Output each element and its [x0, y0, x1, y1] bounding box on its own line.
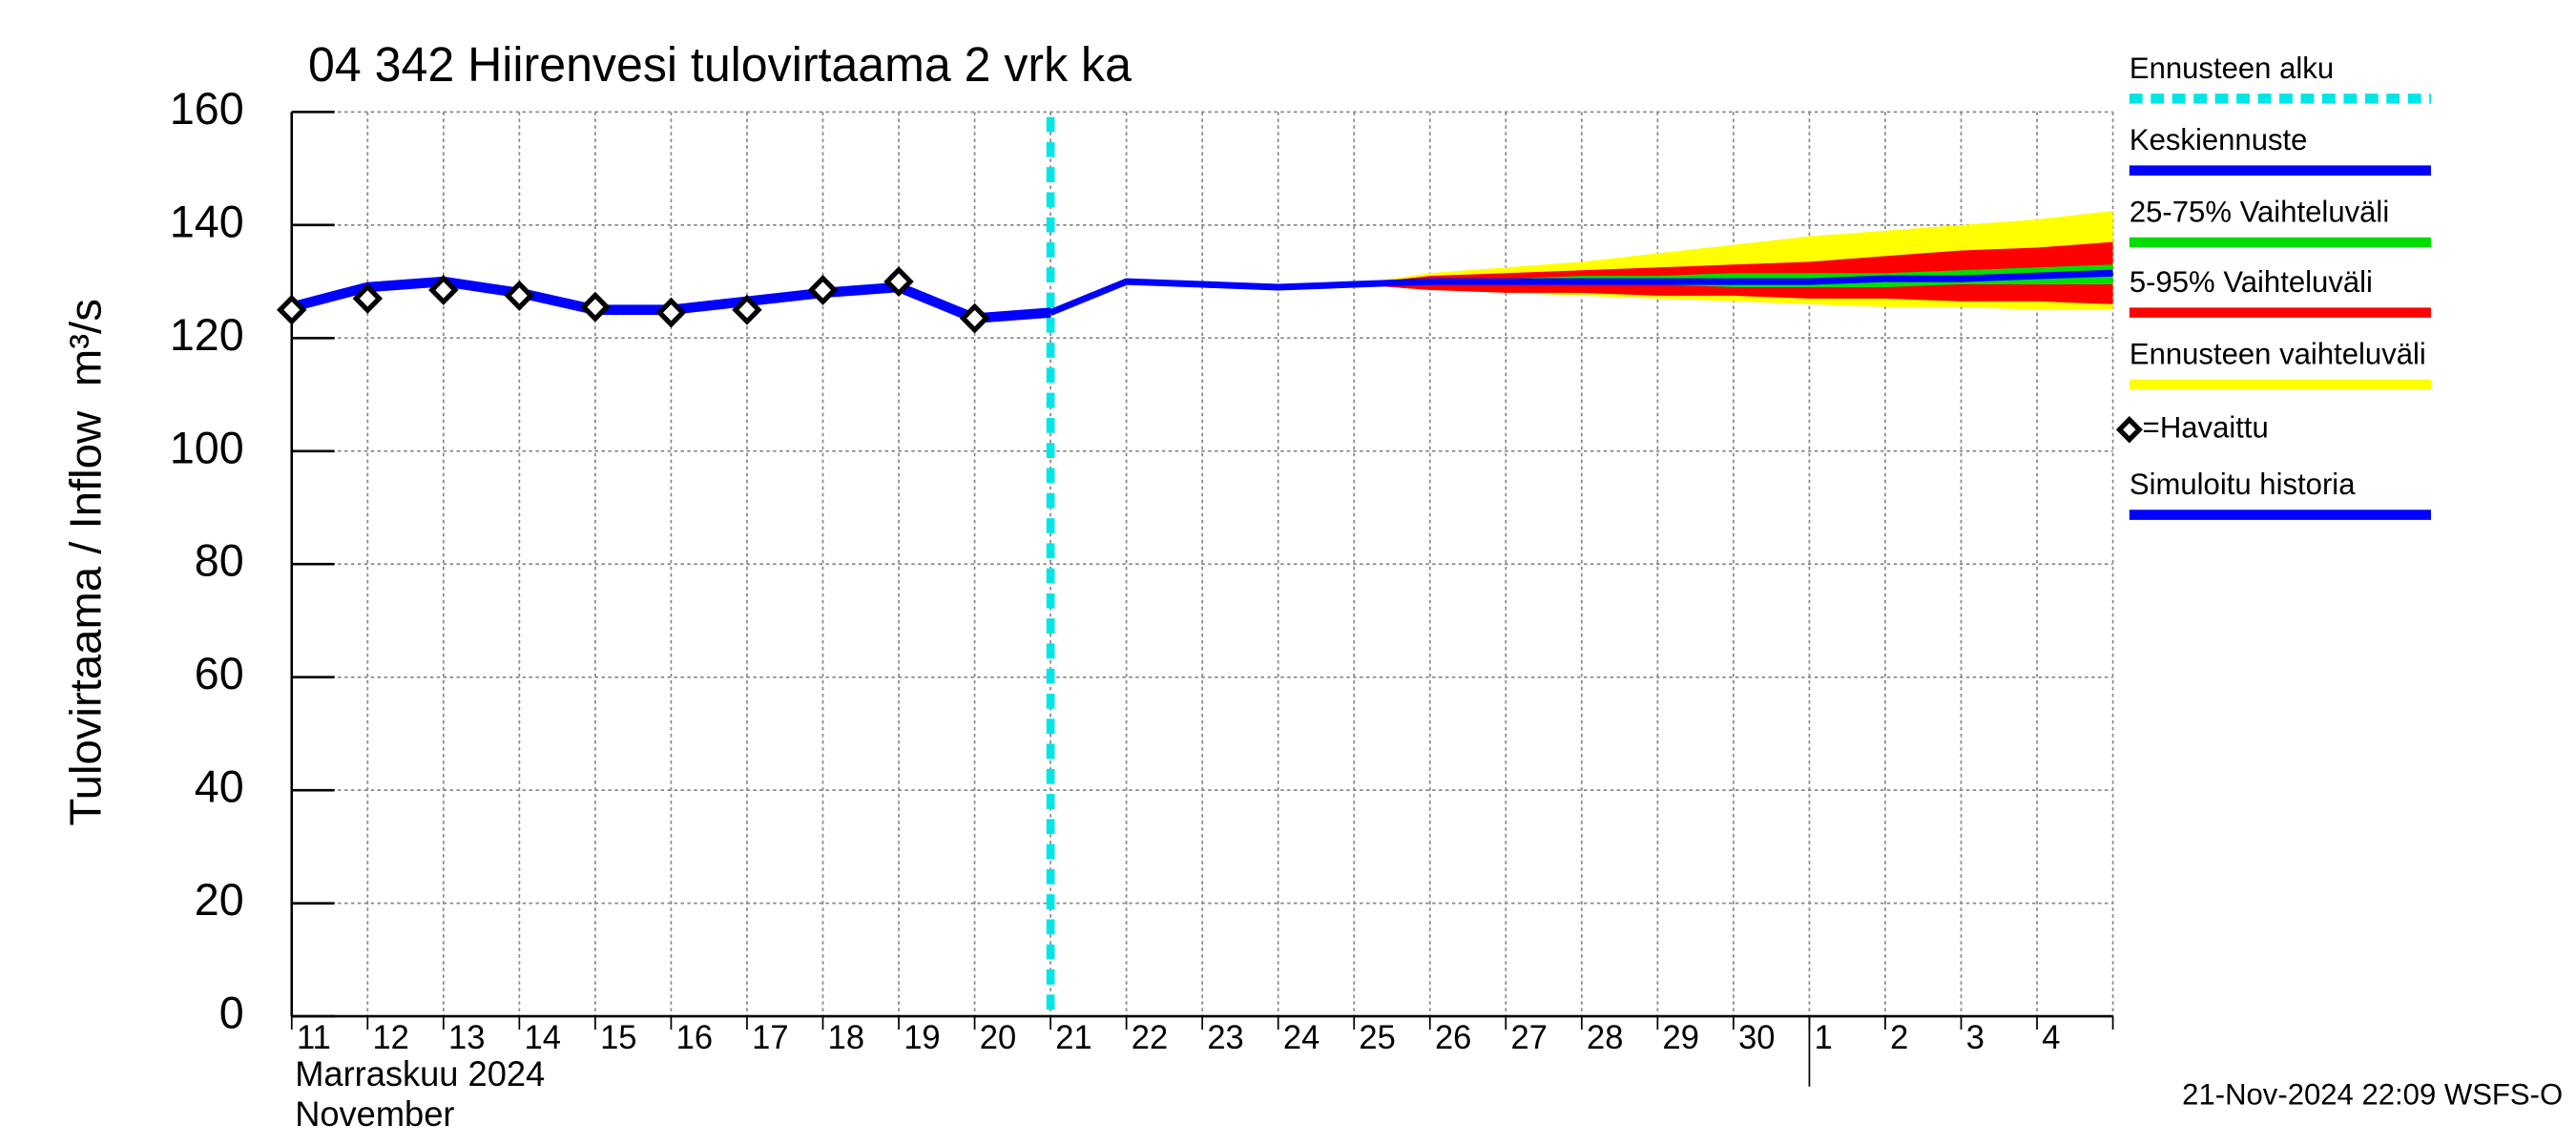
x-tick-label: 17 — [752, 1020, 788, 1056]
observed-point — [352, 282, 384, 314]
y-axis-unit: m³/s — [60, 299, 111, 386]
observed-point — [655, 297, 687, 328]
x-tick-label: 13 — [448, 1020, 485, 1056]
x-tick-label: 16 — [676, 1020, 713, 1056]
y-tick-label: 140 — [170, 196, 244, 246]
x-tick-label: 29 — [1663, 1020, 1699, 1056]
x-tick-label: 1 — [1815, 1020, 1833, 1056]
month-label: Marraskuu 2024 — [295, 1054, 545, 1093]
footer: 21-Nov-2024 22:09 WSFS-O — [2182, 1077, 2563, 1111]
x-tick-label: 27 — [1510, 1020, 1547, 1056]
observed-point — [428, 274, 459, 305]
x-tick-label: 28 — [1587, 1020, 1623, 1056]
x-tick-label: 26 — [1435, 1020, 1471, 1056]
x-tick-label: 30 — [1738, 1020, 1775, 1056]
legend-label: Simuloitu historia — [2129, 468, 2356, 501]
y-tick-label: 0 — [219, 987, 244, 1037]
x-tick-label: 2 — [1890, 1020, 1908, 1056]
y-tick-label: 40 — [195, 760, 244, 811]
x-tick-label: 11 — [297, 1020, 331, 1056]
legend-label: 25-75% Vaihteluväli — [2129, 195, 2389, 228]
legend-label: Ennusteen alku — [2129, 52, 2334, 85]
legend-label: =Havaittu — [2143, 410, 2269, 444]
y-tick-label: 100 — [170, 422, 244, 472]
x-tick-label: 22 — [1132, 1020, 1168, 1056]
x-tick-label: 14 — [525, 1020, 561, 1056]
x-tick-label: 25 — [1359, 1020, 1395, 1056]
observed-point — [580, 291, 611, 323]
legend-marker — [2115, 415, 2143, 444]
y-tick-label: 60 — [195, 648, 244, 698]
observed-point — [883, 266, 914, 298]
y-tick-label: 80 — [195, 534, 244, 585]
legend-label: 5-95% Vaihteluväli — [2129, 265, 2373, 299]
observed-point — [959, 302, 990, 334]
x-tick-label: 24 — [1283, 1020, 1319, 1056]
x-tick-label: 15 — [600, 1020, 636, 1056]
observed-point — [807, 274, 839, 305]
x-tick-label: 21 — [1055, 1020, 1091, 1056]
observed-point — [504, 280, 535, 311]
x-tick-label: 3 — [1966, 1020, 1984, 1056]
x-tick-label: 20 — [980, 1020, 1016, 1056]
y-tick-label: 120 — [170, 308, 244, 359]
legend-label: Keskiennuste — [2129, 123, 2308, 156]
x-tick-label: 12 — [372, 1020, 408, 1056]
x-tick-label: 19 — [904, 1020, 940, 1056]
observed-point — [732, 294, 762, 325]
month-label-en: November — [295, 1094, 454, 1134]
y-axis-label: Tulovirtaama / Inflow — [60, 410, 111, 826]
x-tick-label: 18 — [828, 1020, 864, 1056]
legend-label: Ennusteen vaihteluväli — [2129, 337, 2426, 370]
x-tick-label: 4 — [2042, 1020, 2060, 1056]
series-line — [1049, 269, 2113, 316]
x-tick-label: 23 — [1207, 1020, 1243, 1056]
observed-point — [277, 294, 307, 325]
y-tick-label: 160 — [170, 83, 244, 134]
chart-title: 04 342 Hiirenvesi tulovirtaama 2 vrk ka — [308, 37, 1132, 92]
y-tick-label: 20 — [195, 874, 244, 925]
